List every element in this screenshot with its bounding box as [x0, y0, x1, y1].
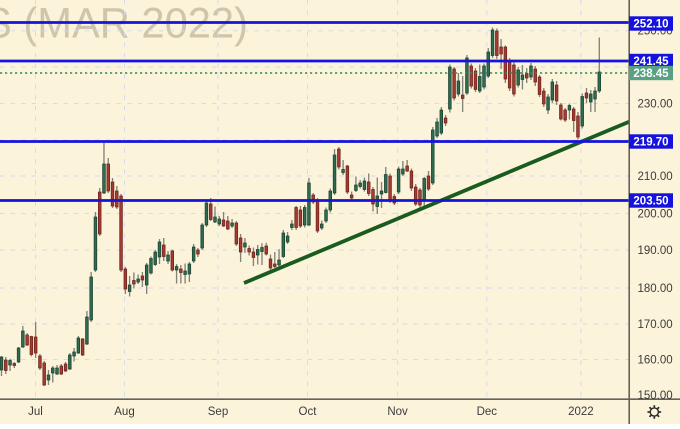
svg-text:Sep: Sep	[208, 406, 228, 418]
svg-text:200.00: 200.00	[638, 209, 673, 221]
svg-text:190.00: 190.00	[638, 245, 673, 257]
svg-text:203.50: 203.50	[633, 196, 668, 208]
svg-text:Aug: Aug	[114, 406, 134, 418]
svg-text:Oct: Oct	[299, 406, 318, 418]
svg-text:180.00: 180.00	[638, 283, 673, 295]
svg-text:252.10: 252.10	[633, 19, 668, 31]
svg-text:210.00: 210.00	[638, 171, 673, 183]
svg-text:160.00: 160.00	[638, 355, 673, 367]
svg-text:238.45: 238.45	[633, 68, 669, 80]
svg-text:230.00: 230.00	[638, 99, 673, 111]
svg-text:2022: 2022	[568, 406, 594, 418]
svg-text:219.70: 219.70	[633, 137, 668, 149]
svg-text:150.00: 150.00	[638, 390, 673, 402]
svg-text:170.00: 170.00	[638, 319, 673, 331]
svg-text:Jul: Jul	[28, 406, 43, 418]
svg-text:Nov: Nov	[387, 406, 408, 418]
svg-text:241.45: 241.45	[633, 56, 669, 68]
svg-text:Dec: Dec	[477, 406, 498, 418]
